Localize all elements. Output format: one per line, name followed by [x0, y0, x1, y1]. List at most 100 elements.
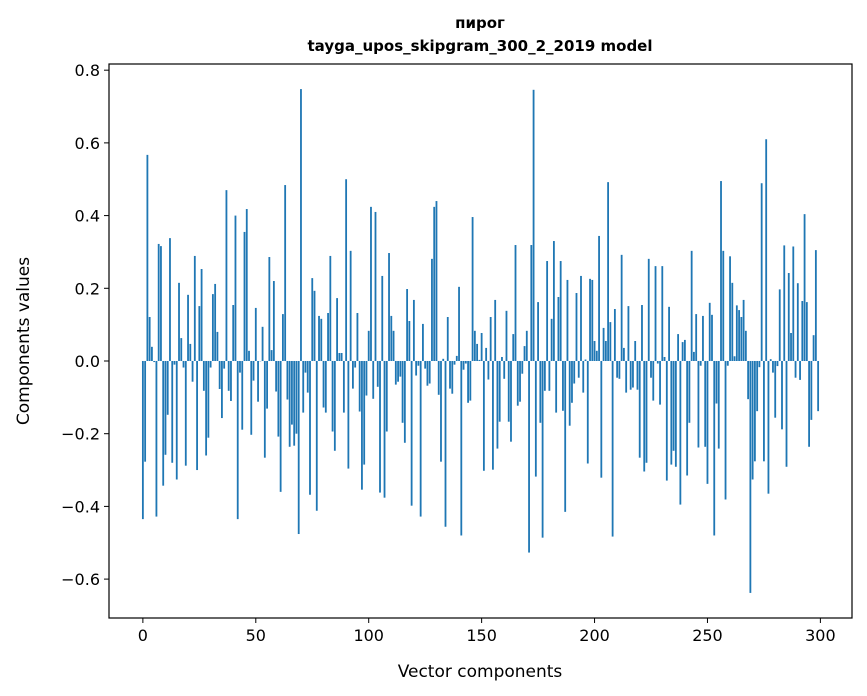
bar [724, 360, 727, 500]
bar [349, 250, 352, 361]
bar [460, 360, 463, 536]
x-tick-label: 150 [466, 626, 497, 645]
bar [342, 360, 345, 413]
bar [401, 360, 404, 423]
bar [254, 307, 257, 361]
bar [225, 190, 228, 361]
bar [331, 360, 334, 432]
bar [218, 360, 221, 389]
y-tick-label: 0.2 [75, 279, 100, 298]
bar [794, 360, 797, 378]
bar [704, 360, 707, 447]
y-tick-label: −0.2 [61, 425, 100, 444]
bar [510, 360, 512, 442]
bar [162, 360, 165, 486]
bar [476, 343, 479, 361]
bar [503, 360, 506, 379]
bar [390, 315, 393, 361]
bar [453, 360, 456, 365]
bar [654, 266, 657, 361]
bar [489, 317, 492, 361]
bar [781, 360, 783, 430]
bar [284, 185, 287, 361]
bar [230, 360, 232, 401]
bar [306, 360, 309, 393]
bar [803, 214, 806, 361]
bar [683, 339, 686, 361]
bar [356, 313, 359, 361]
bar [180, 338, 183, 361]
bar [151, 346, 153, 361]
bar [482, 360, 485, 471]
bar [740, 317, 743, 361]
bar [275, 360, 278, 392]
bar [243, 231, 246, 361]
x-axis-ticks: 0 50 100 150 200 250 300 [138, 618, 836, 645]
bar [394, 360, 397, 385]
bar [141, 360, 144, 520]
bar [586, 360, 589, 464]
bar [749, 360, 752, 593]
bar [442, 358, 445, 361]
bar [598, 235, 600, 361]
bar [507, 360, 510, 422]
bar [385, 360, 388, 432]
bar [345, 179, 348, 361]
bar [668, 306, 670, 361]
bar [702, 315, 704, 361]
bar [302, 360, 305, 413]
bar [178, 282, 180, 361]
bar [713, 360, 716, 536]
y-tick-label: 0.0 [75, 352, 100, 371]
bar [182, 360, 185, 368]
bar [571, 360, 573, 403]
bar [216, 331, 219, 361]
bar [663, 356, 666, 361]
bar [236, 360, 239, 520]
bar [340, 353, 343, 361]
x-axis-label: Vector components [398, 662, 563, 682]
bar [205, 360, 208, 456]
bar [814, 250, 817, 361]
bar [577, 360, 580, 378]
bar [160, 246, 162, 361]
bar [532, 89, 535, 361]
bar [191, 360, 194, 382]
bar [731, 282, 734, 361]
bar [516, 360, 519, 406]
bar [327, 313, 329, 361]
y-tick-label: 0.8 [75, 61, 100, 80]
bar [584, 359, 587, 361]
bar [566, 279, 569, 361]
bar [595, 350, 598, 361]
y-axis-ticks: −0.6 −0.4 −0.2 0.0 0.2 0.4 0.6 0.8 [61, 61, 109, 589]
bar [320, 318, 323, 361]
bar [200, 269, 203, 361]
bar [361, 360, 363, 490]
bar [428, 360, 431, 384]
bar [336, 298, 338, 361]
bar [620, 254, 623, 361]
bar [799, 360, 801, 380]
bar [758, 360, 761, 368]
bar [372, 360, 375, 399]
bar [171, 360, 174, 463]
bar [796, 283, 799, 361]
x-tick-label: 200 [579, 626, 610, 645]
bar [616, 360, 619, 378]
bar [541, 360, 544, 538]
bar [623, 347, 625, 361]
bar [661, 266, 664, 361]
bar [537, 302, 539, 361]
chart-title: пирог [455, 14, 505, 32]
bar [399, 360, 402, 377]
bar [187, 294, 189, 361]
bar [808, 360, 810, 447]
bar [148, 317, 151, 361]
bar [787, 273, 790, 361]
bar [632, 360, 634, 388]
bar [211, 294, 214, 361]
bar [539, 360, 542, 423]
bar [690, 250, 693, 361]
